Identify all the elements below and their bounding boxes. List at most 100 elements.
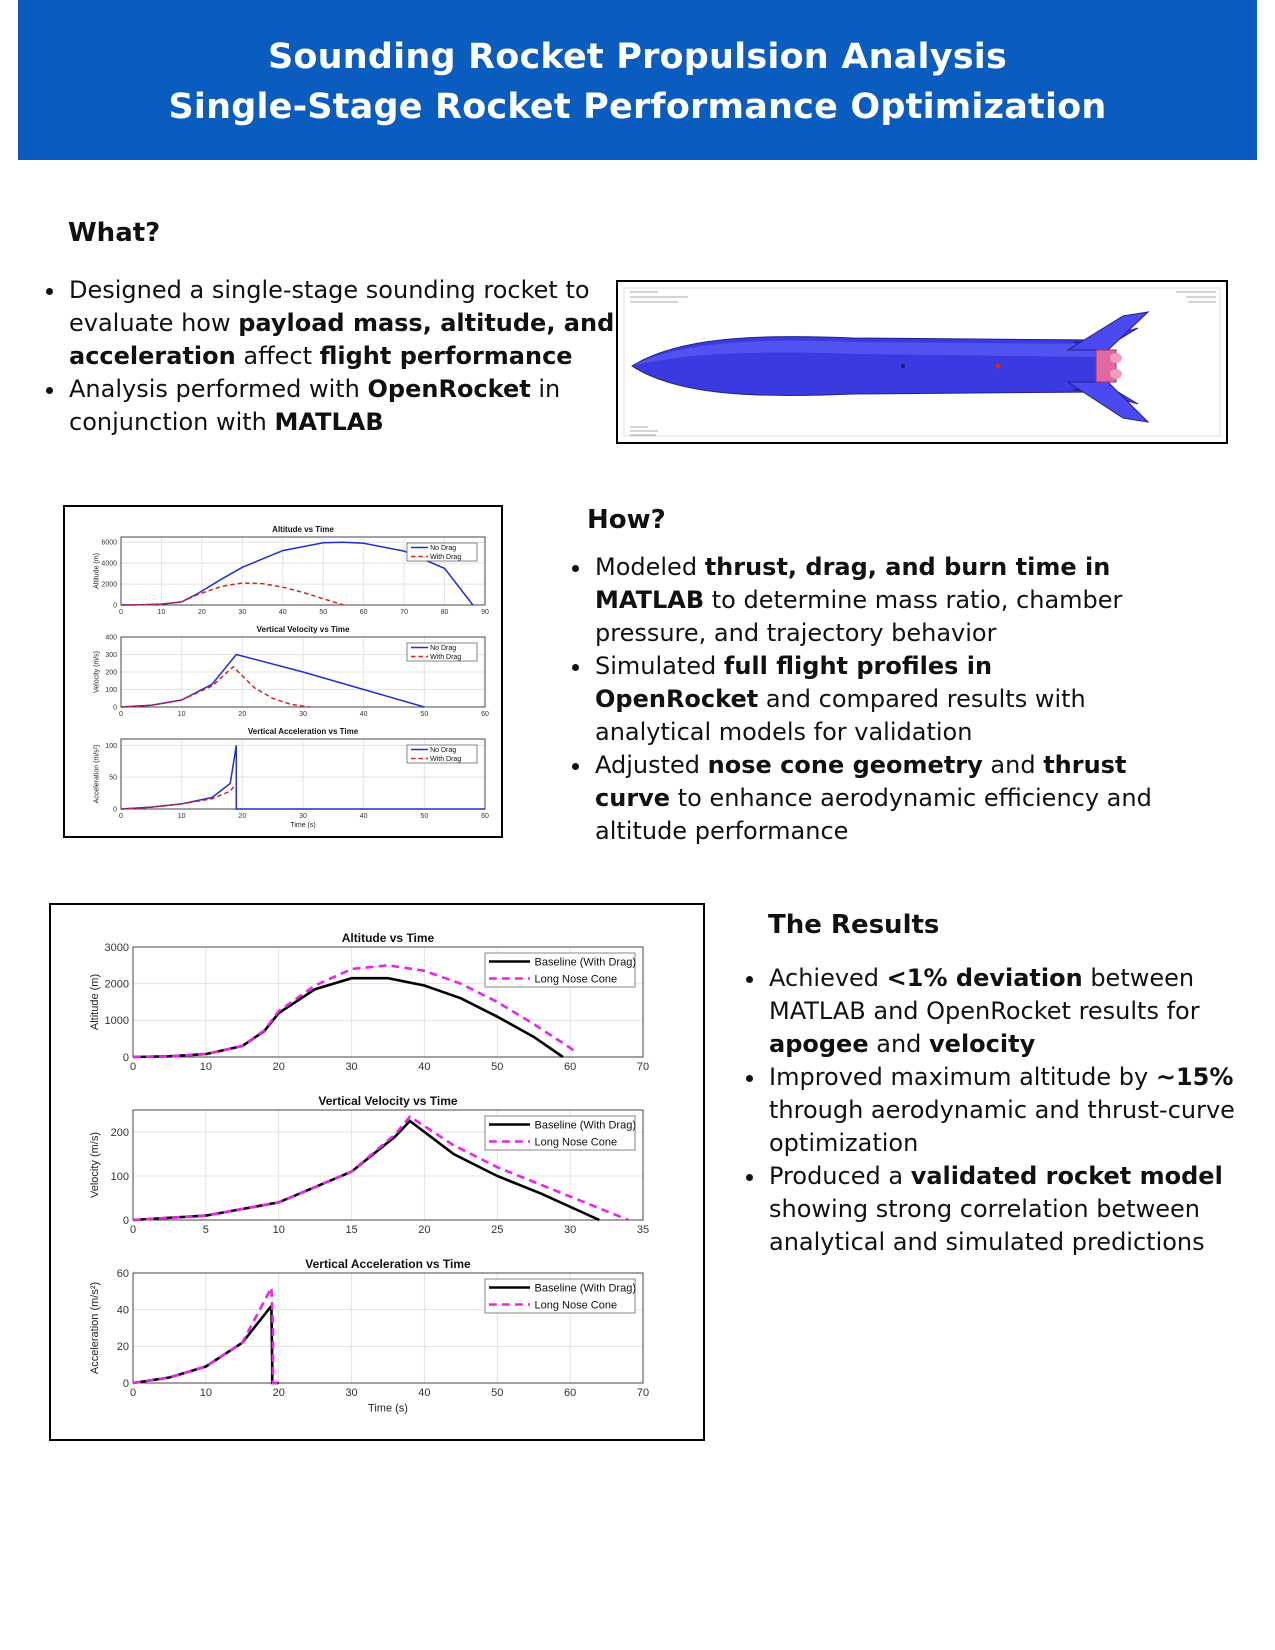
legend-label: Long Nose Cone (535, 1136, 618, 1148)
how-bullet-text: thrust curve (595, 751, 1127, 812)
x-tick-label: 30 (299, 813, 307, 820)
series-line-1 (120, 665, 310, 708)
results-bullet: Improved maximum altitude by ~15% throug… (767, 1061, 1275, 1160)
y-tick-label: 3000 (105, 942, 129, 954)
y-tick-label: 2000 (101, 582, 117, 589)
x-tick-label: 10 (158, 609, 166, 616)
what-bullet-text: Designed a single-stage sounding rocket … (69, 276, 590, 337)
how-bullet-text: thrust, drag, and burn time in MATLAB (595, 553, 1111, 614)
results-bullet-text: validated rocket model (910, 1162, 1223, 1190)
x-tick-label: 20 (418, 1224, 430, 1236)
y-tick-label: 200 (111, 1127, 129, 1139)
results-bullet-text: and (868, 1030, 930, 1058)
results-bullet-text: ~15% (1155, 1063, 1234, 1091)
how-bullet: Modeled thrust, drag, and burn time in M… (593, 551, 1153, 650)
x-tick-label: 30 (345, 1061, 357, 1073)
results-bullet-text: through aerodynamic and thrust-curve opt… (769, 1096, 1235, 1157)
x-tick-label: 0 (130, 1224, 136, 1236)
results-bullet-text: Achieved (769, 964, 887, 992)
x-tick-label: 0 (130, 1387, 136, 1399)
what-heading: What? (68, 218, 161, 248)
chart-title: Vertical Velocity vs Time (257, 625, 350, 634)
y-tick-label: 300 (105, 652, 117, 659)
y-tick-label: 0 (123, 1378, 129, 1390)
x-tick-label: 60 (564, 1061, 576, 1073)
how-bullet-list: Modeled thrust, drag, and burn time in M… (561, 551, 1153, 848)
x-tick-label: 20 (273, 1061, 285, 1073)
what-bullet-list: Designed a single-stage sounding rocket … (35, 274, 622, 439)
legend-label: Long Nose Cone (535, 973, 618, 985)
y-tick-label: 2000 (105, 979, 129, 991)
results-bullet-text: velocity (929, 1030, 1036, 1058)
x-tick-label: 20 (238, 813, 246, 820)
x-axis-label: Time (s) (368, 1403, 408, 1415)
what-bullet-text: MATLAB (274, 408, 384, 436)
x-tick-label: 80 (441, 609, 449, 616)
y-tick-label: 0 (123, 1052, 129, 1064)
chart-title: Vertical Acceleration vs Time (248, 727, 359, 736)
chart-panel: 0 10 20 30 40 50 60 0 50 100 Vertical Acceleration… (94, 727, 489, 829)
x-tick-label: 40 (279, 609, 287, 616)
y-tick-label: 60 (117, 1268, 129, 1280)
x-tick-label: 60 (360, 609, 368, 616)
series-line-0 (120, 541, 474, 606)
x-tick-label: 50 (319, 609, 327, 616)
x-axis-label: Time (s) (290, 822, 315, 829)
plot-frame (132, 1109, 644, 1221)
chart-legend: No Drag With Drag (406, 542, 478, 562)
chart-panel: 0 10 20 30 40 50 60 70 80 900200040006000Altitude… (94, 525, 489, 616)
x-tick-label: 10 (200, 1387, 212, 1399)
series-line-1 (120, 783, 237, 810)
how-bullet-text: to determine mass ratio, chamber pressur… (595, 586, 1123, 647)
legend-box (484, 1278, 636, 1314)
series-line-0 (120, 653, 425, 708)
plot-frame (120, 536, 486, 606)
x-tick-label: 0 (119, 711, 123, 718)
how-bullet-text: full flight profiles in OpenRocket (595, 652, 993, 713)
x-tick-label: 70 (637, 1061, 649, 1073)
legend-label: Long Nose Cone (535, 1299, 618, 1311)
comparison-chart-figure: 0 10 20 30 40 50 60 70 0 1000 2000 3000 Altitude vs … (49, 903, 705, 1441)
x-tick-label: 20 (238, 711, 246, 718)
x-tick-label: 40 (360, 813, 368, 820)
title-line-1: Sounding Rocket Propulsion Analysis (267, 37, 1008, 77)
x-tick-label: 5 (203, 1224, 209, 1236)
y-tick-label: 0 (123, 1215, 129, 1227)
how-bullet-text: Modeled (595, 553, 705, 581)
y-tick-label: 100 (105, 743, 117, 750)
series-line-1 (132, 1282, 279, 1385)
series-line-1 (120, 582, 344, 606)
chart-title: Vertical Velocity vs Time (318, 1094, 458, 1108)
results-bullet-text: showing strong correlation between analy… (769, 1195, 1205, 1256)
y-tick-label: 4000 (101, 561, 117, 568)
results-bullet-text: Improved maximum altitude by (769, 1063, 1156, 1091)
what-bullet-text: payload mass, altitude, and acceleration (69, 309, 615, 370)
how-bullet: Simulated full flight profiles in OpenRo… (593, 650, 1153, 749)
results-bullet-text: between MATLAB and OpenRocket results fo… (769, 964, 1200, 1025)
x-tick-label: 25 (491, 1224, 503, 1236)
y-tick-label: 0 (113, 704, 117, 711)
x-tick-label: 60 (481, 813, 489, 820)
y-tick-label: 0 (113, 602, 117, 609)
what-bullet-text: affect (235, 342, 320, 370)
x-tick-label: 60 (564, 1387, 576, 1399)
results-bullet-text: apogee (769, 1030, 869, 1058)
legend-label: No Drag (430, 645, 456, 652)
y-tick-label: 50 (109, 775, 117, 782)
how-heading: How? (587, 505, 666, 535)
x-tick-label: 0 (119, 813, 123, 820)
series-line-1 (132, 1114, 629, 1222)
chart-panel: 0 10 20 30 40 50 60 70 0 20 40 60 Vertical Accelerat… (89, 1257, 649, 1415)
results-bullet-list: Achieved <1% deviation between MATLAB an… (735, 962, 1275, 1259)
series-line-0 (120, 745, 485, 810)
legend-box (484, 952, 636, 988)
legend-label: Baseline (With Drag) (535, 956, 636, 968)
small-chart-svg: 0 10 20 30 40 50 60 70 80 900200040006000Altitude… (94, 525, 489, 829)
chart-title: Vertical Acceleration vs Time (305, 1257, 471, 1271)
x-tick-label: 0 (119, 609, 123, 616)
how-bullet: Adjusted nose cone geometry and thrust c… (593, 749, 1153, 848)
chart-panel: 0 10 20 30 40 50 60 70 0 1000 2000 3000 Altitude vs … (89, 931, 649, 1073)
x-tick-label: 30 (345, 1387, 357, 1399)
x-tick-label: 20 (273, 1387, 285, 1399)
y-tick-label: 6000 (101, 540, 117, 547)
